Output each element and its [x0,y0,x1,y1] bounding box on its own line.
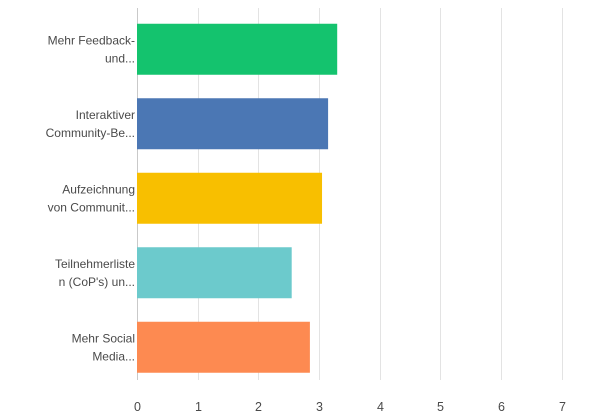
x-tick-label: 3 [316,400,323,414]
bar[interactable] [137,23,338,75]
x-tick-label: 5 [437,400,444,414]
category-label: Mehr Feedback-und... [48,33,135,65]
category-label-line: n (CoP's) un... [59,275,135,289]
category-label-line: Teilnehmerliste [55,257,135,271]
category-label-line: und... [105,51,135,65]
x-tick-label: 0 [134,400,141,414]
category-labels: Mehr Feedback-und... Interaktiver Communit… [46,33,136,363]
category-label-line: Community-Be... [46,126,135,140]
x-tick-label: 7 [559,400,566,414]
bar[interactable] [137,321,310,373]
category-label-line: Mehr Social [72,331,135,345]
category-label-line: von Communit... [48,200,135,214]
category-label-line: Mehr Feedback- [48,33,135,47]
x-axis-ticks: 0 1 2 3 4 5 6 7 [134,400,566,414]
category-label: Mehr Social Media... [72,331,135,363]
category-label: Interaktiver Community-Be... [46,108,135,140]
category-label-line: Aufzeichnung [62,182,135,196]
category-label-line: Media... [92,349,135,363]
bar[interactable] [137,247,292,299]
bars [137,23,338,373]
x-tick-label: 2 [255,400,262,414]
bar[interactable] [137,172,323,224]
x-tick-label: 1 [195,400,202,414]
category-label-line: Interaktiver [76,108,135,122]
bar[interactable] [137,98,329,150]
x-tick-label: 6 [498,400,505,414]
x-tick-label: 4 [377,400,384,414]
category-label: Aufzeichnung von Communit... [48,182,135,214]
category-label: Teilnehmerliste n (CoP's) un... [55,257,135,289]
